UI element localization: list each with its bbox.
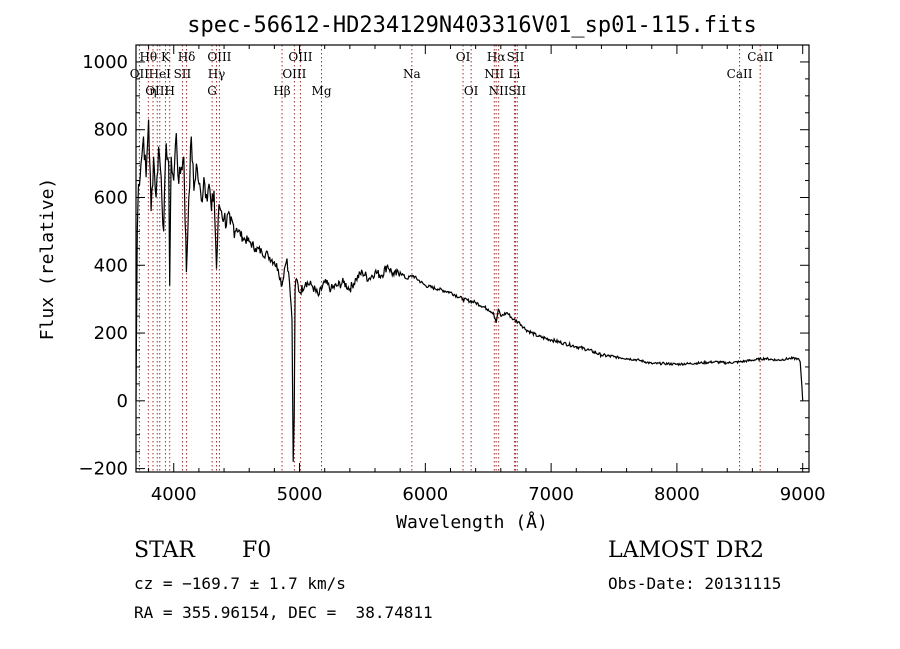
object-subclass: F0 [242, 538, 272, 563]
spectral-line-label: Hα [487, 50, 506, 64]
spectrum-line [135, 119, 804, 462]
coordinates: RA = 355.96154, DEC = 38.74811 [134, 603, 433, 622]
y-tick-label: 600 [94, 188, 128, 209]
y-tick-label: −200 [79, 459, 128, 480]
spectral-line-label: Hβ [273, 84, 290, 98]
spectral-line-label: OI [456, 50, 471, 64]
x-tick-label: 4000 [151, 484, 197, 505]
spectral-line-label: H [164, 84, 174, 98]
x-tick-label: 5000 [277, 484, 323, 505]
spectral-line-label: OII [130, 67, 150, 81]
spectral-line-label: Hγ [208, 67, 226, 81]
x-axis-label: Wavelength (Å) [396, 511, 548, 533]
spectral-line-label: OIII [282, 67, 306, 81]
y-tick-label: 1000 [82, 52, 128, 73]
y-tick-label: 200 [94, 323, 128, 344]
spectral-line-label: OI [464, 84, 479, 98]
axis-ticks: 4000 5000 6000 7000 8000 9000 −200 0 200 400 600 80… [79, 45, 826, 505]
spectral-line-label: Hδ [178, 50, 196, 64]
plot-frame [135, 44, 810, 473]
redshift-text: cz = −169.7 ± 1.7 km/s [134, 574, 346, 593]
y-tick-label: 400 [94, 255, 128, 276]
chart-title: spec-56612-HD234129N403316V01_sp01-115.f… [187, 13, 757, 38]
spectral-line-label: HeI [149, 67, 172, 81]
spectral-line-label: Li [508, 67, 520, 81]
spectral-line-label: OIII [207, 50, 231, 64]
y-tick-label: 800 [94, 120, 128, 141]
spectral-line-label: K [161, 50, 171, 64]
x-tick-label: 7000 [528, 484, 574, 505]
spectral-line-label: Na [403, 67, 421, 81]
spectral-line-label: OIII [145, 84, 169, 98]
y-tick-label: 0 [117, 391, 128, 412]
spectral-line-label: CaII [747, 50, 773, 64]
spectral-line-label: OIII [288, 50, 312, 64]
spectral-line-label: SII [508, 84, 526, 98]
spectral-line-label: η [149, 84, 156, 98]
x-tick-label: 9000 [780, 484, 826, 505]
x-tick-label: 6000 [402, 484, 448, 505]
x-tick-label: 8000 [654, 484, 700, 505]
spectral-line-label: Mg [312, 84, 332, 98]
spectral-line-label: SII [174, 67, 192, 81]
survey-name: LAMOST DR2 [608, 538, 764, 563]
spectral-line-label: SII [507, 50, 525, 64]
spectral-line-label: NII [484, 67, 504, 81]
spectral-line-label: NII [489, 84, 509, 98]
obs-date: Obs-Date: 20131115 [608, 574, 782, 593]
spectral-line-label: CaII [727, 67, 753, 81]
y-axis-label: Flux (relative) [37, 178, 58, 341]
spectral-line-label: G [207, 84, 217, 98]
object-class: STAR [134, 538, 195, 563]
